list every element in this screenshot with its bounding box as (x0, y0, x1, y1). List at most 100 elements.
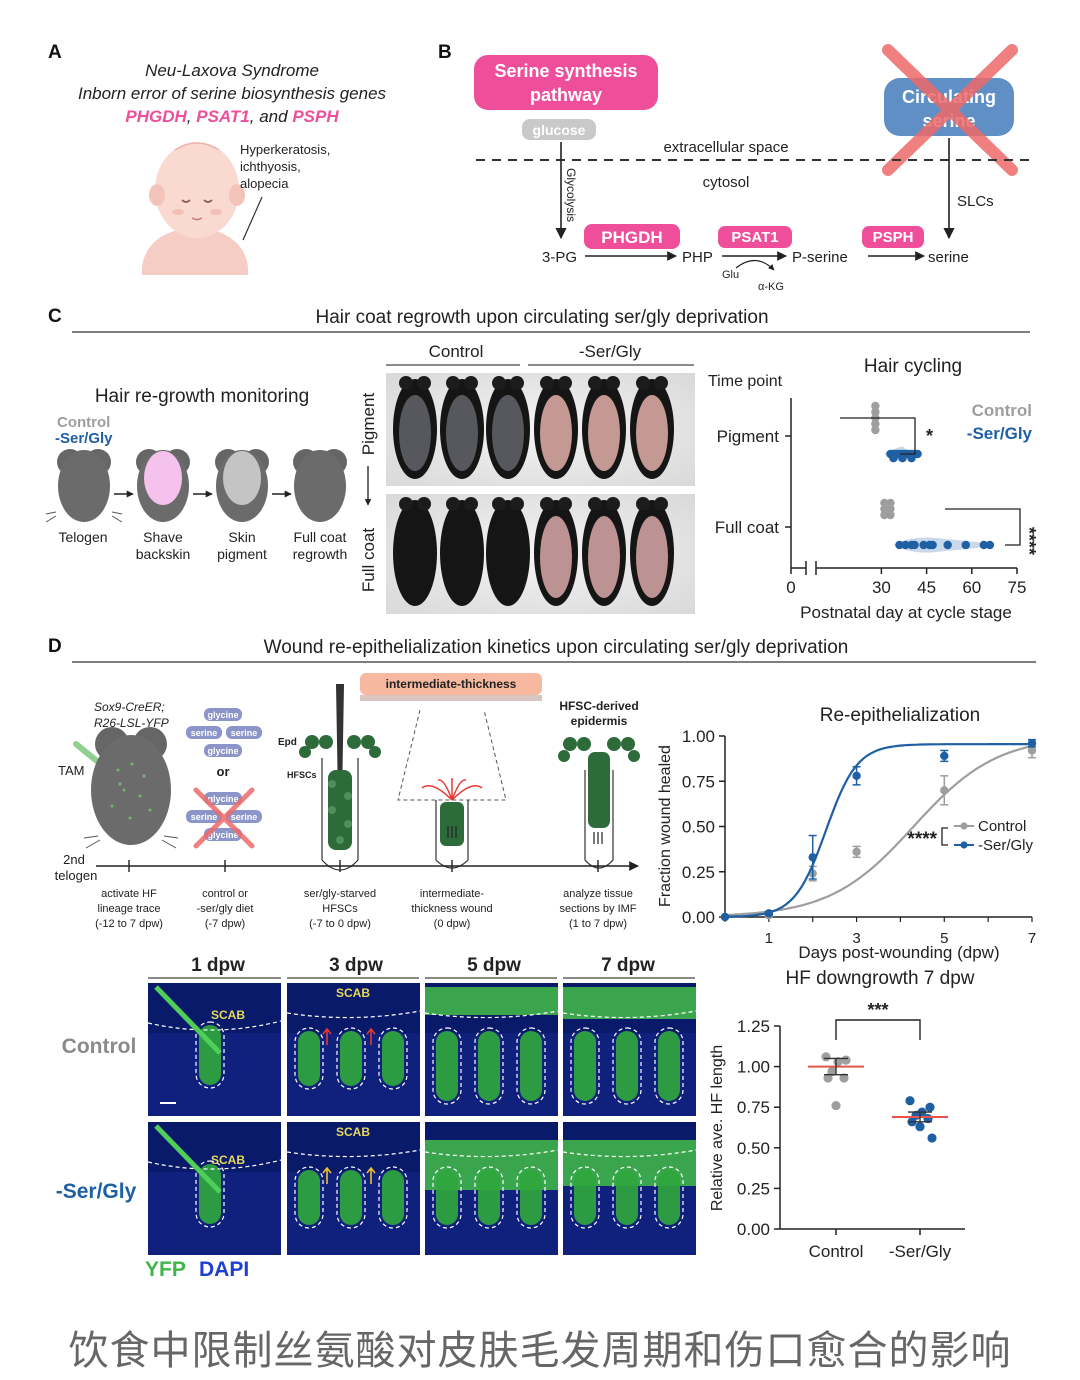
mouse-photo-ear (417, 376, 431, 390)
serine-synthesis-box (474, 55, 658, 110)
panel-c: C Hair coat regrowth upon circulating se… (45, 306, 1039, 622)
micro-follicle (436, 1170, 458, 1225)
serine-synthesis-line1: Serine synthesis (494, 61, 637, 81)
mouse-photo-ear (492, 497, 506, 511)
php-label: PHP (682, 249, 713, 266)
mouse-photo-ear (588, 376, 602, 390)
hf-sig-label: *** (867, 1000, 888, 1020)
diet-control: glycine serine serine glycine (186, 708, 262, 757)
step-fullcoat: Full coat (294, 529, 347, 545)
hair-y-tick-label: Pigment (717, 427, 780, 446)
micro-scab-label: SCAB (211, 1008, 245, 1022)
mouse-photo-body (486, 500, 530, 606)
mouse-photo-ear (654, 497, 668, 511)
chart-reepi-xlabel: Days post-wounding (dpw) (798, 943, 999, 962)
hair-point (895, 540, 904, 550)
diet-or: or (217, 764, 230, 779)
micro-follicle-outline (294, 1166, 324, 1229)
hair-point (871, 401, 880, 411)
hair-point (880, 498, 889, 508)
step-telogen: Telogen (58, 529, 107, 545)
hf-y-tick-label: 0.25 (737, 1179, 770, 1198)
reepi-point (940, 786, 949, 795)
mouse-photo-skin (588, 516, 620, 598)
mouse-shaved (136, 449, 190, 522)
mouse-photo-ear (606, 376, 620, 390)
reepi-fit-line (724, 743, 1032, 918)
panel-label-d: D (48, 636, 62, 657)
reepi-legend-marker (960, 822, 968, 830)
mouse-photo-ear (558, 376, 572, 390)
micro-scab-label: SCAB (336, 986, 370, 1000)
micro-follicle-outline (432, 1027, 462, 1105)
glucose-label: glucose (533, 122, 586, 138)
reepi-point (852, 771, 861, 781)
hair-sig-bracket (945, 508, 1021, 546)
timeline-2c: (-7 dpw) (205, 918, 245, 930)
wound-label: intermediate-thickness (386, 677, 517, 691)
micro-surface-line (562, 1149, 697, 1158)
hair-x-tick-label: 30 (872, 578, 891, 597)
reepi-legend-label: -Ser/Gly (978, 837, 1034, 854)
mouse-photo-ear (399, 497, 413, 511)
step-shave: Shave (143, 529, 183, 545)
photo-col-ser-gly: -Ser/Gly (579, 342, 642, 361)
hair-axis-break-gap (806, 562, 816, 574)
step-skin: Skin (228, 529, 255, 545)
panel-a: A Neu-Laxova Syndrome Inborn error of se… (48, 42, 387, 275)
panel-b: B Serine synthesis pathway Circulating s… (438, 42, 1032, 293)
hf-point (925, 1102, 935, 1112)
micro-follicle-outline (336, 1027, 366, 1090)
micro-arrow (322, 1166, 332, 1184)
hair-point (943, 540, 952, 550)
hf-point (841, 1055, 851, 1065)
mouse-photo-skin (399, 395, 431, 471)
hair-sig-label: **** (1019, 527, 1039, 555)
hair-point (919, 540, 928, 550)
reepi-x-tick-label: 5 (940, 930, 948, 947)
hair-point (886, 498, 895, 508)
hf-sig-bracket (835, 1019, 921, 1040)
micro-arrow (366, 1166, 376, 1184)
mouse-photo-ear (446, 497, 460, 511)
chart-hair-title: Hair cycling (864, 356, 962, 377)
syndrome-subtitle: Inborn error of serine biosynthesis gene… (78, 84, 387, 103)
chart-reepi-title: Re-epithelialization (820, 705, 981, 726)
micro-follicle (382, 1170, 404, 1225)
diet-x-glycine-2: glycine (207, 830, 238, 840)
micro-follicle-outline (474, 1027, 504, 1105)
glu-akg-arrow (735, 259, 775, 271)
hair-point (880, 504, 889, 514)
mouse-photo-ear (510, 497, 524, 511)
glycolysis-label: Glycolysis (564, 168, 578, 222)
syndrome-title: Neu-Laxova Syndrome (145, 61, 319, 80)
glucose-box (522, 119, 596, 140)
timeline-3b: HFSCs (322, 903, 358, 915)
mouse-photo-ear (636, 497, 650, 511)
syndrome-genes: PHGDH, PSAT1, and PSPH (125, 107, 339, 126)
telogen-line1: 2nd (63, 852, 85, 867)
hf-x-tick-label: -Ser/Gly (889, 1242, 952, 1261)
mouse-photo-ear (446, 376, 460, 390)
reepi-point (808, 853, 817, 862)
micro-col-1: 1 dpw (191, 955, 245, 976)
mouse-photo-skin (540, 516, 572, 598)
micro-surface-line (424, 1010, 559, 1019)
hf-y-tick-label: 1.25 (737, 1017, 770, 1036)
diet-glycine-1: glycine (207, 710, 238, 720)
mouse-photo-body (393, 500, 437, 606)
timeline-4b: thickness wound (411, 903, 492, 915)
micro-follicle (478, 1031, 500, 1101)
reepi-point (764, 909, 774, 918)
micro-follicle-outline (654, 1166, 684, 1229)
hair-x-tick-label: 75 (1008, 578, 1027, 597)
reepi-x-tick-label: 7 (1028, 930, 1036, 947)
hf-point (915, 1122, 925, 1132)
hair-legend-ser-gly: -Ser/Gly (967, 424, 1033, 443)
mouse-photo-skin (492, 395, 524, 471)
diet-glycine-2: glycine (207, 746, 238, 756)
reepi-point (720, 912, 730, 922)
chart-hair-xlabel: Postnatal day at cycle stage (800, 603, 1012, 622)
genotype-line1: Sox9-CreER; (94, 700, 165, 714)
diet-serine-2: serine (231, 728, 258, 738)
